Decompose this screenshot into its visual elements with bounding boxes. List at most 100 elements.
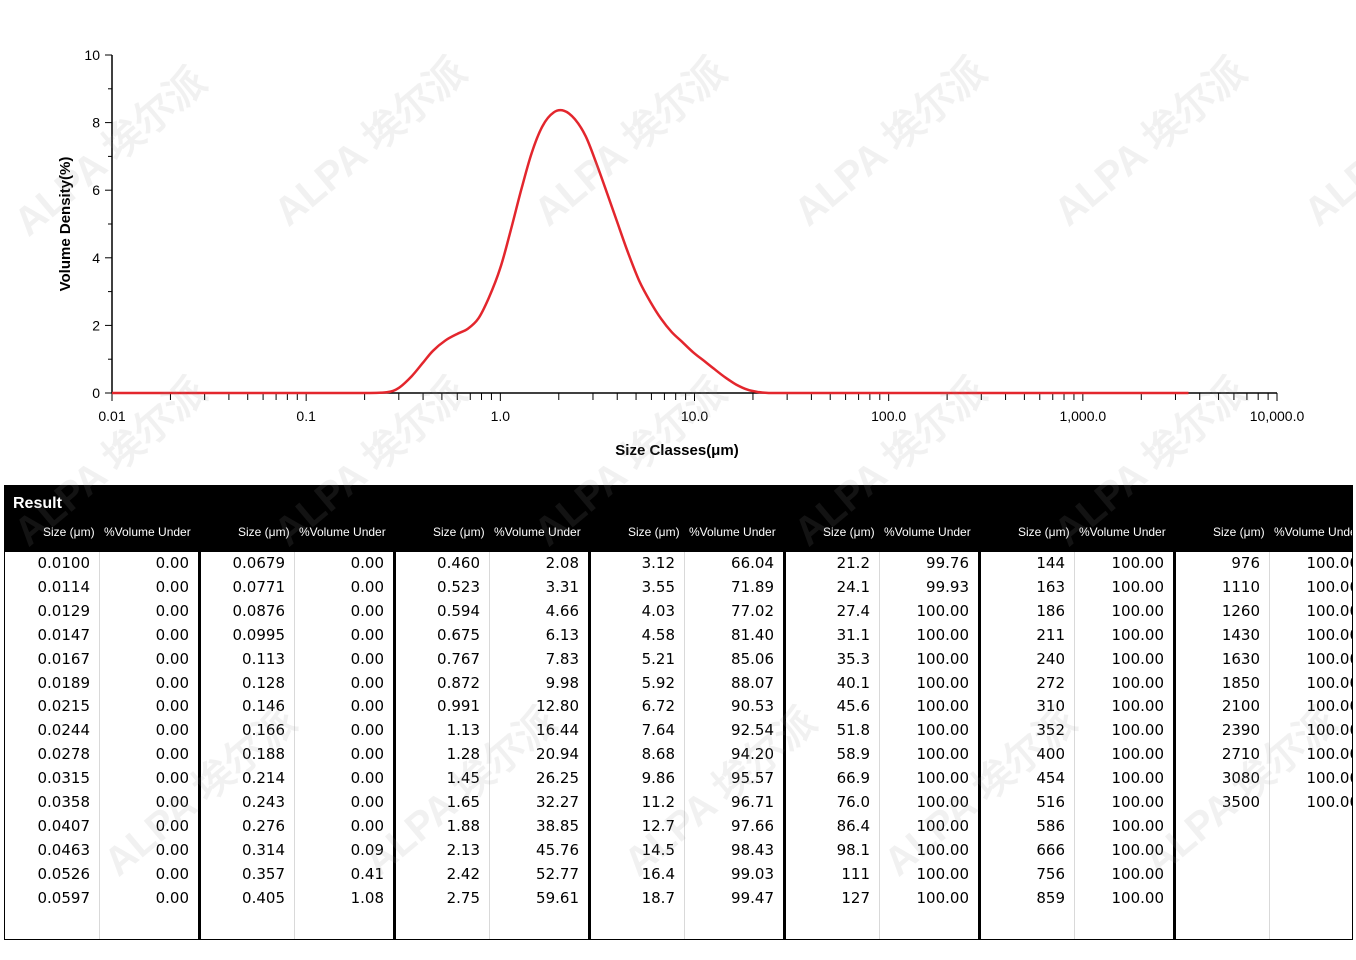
volume-cell: 100.00 bbox=[1111, 793, 1165, 811]
size-cell: 0.0463 bbox=[37, 840, 91, 859]
size-cell: 163 bbox=[1036, 577, 1065, 596]
volume-cell: 100.00 bbox=[916, 888, 970, 907]
size-cell: 0.113 bbox=[242, 649, 285, 668]
volume-cell: 77.02 bbox=[731, 601, 774, 620]
volume-column-header: %Volume Under bbox=[884, 525, 971, 539]
size-cell: 35.3 bbox=[836, 649, 870, 668]
size-cell: 0.276 bbox=[242, 816, 285, 835]
x-tick-label: 1,000.0 bbox=[1059, 408, 1106, 424]
volume-column-header: %Volume Under bbox=[689, 525, 776, 539]
volume-cell: 100.00 bbox=[1111, 769, 1165, 788]
volume-cell: 0.00 bbox=[350, 673, 384, 692]
size-cell: 976 bbox=[1231, 554, 1260, 572]
volume-cell: 71.89 bbox=[731, 577, 774, 596]
volume-cell: 100.00 bbox=[1306, 793, 1353, 811]
size-cell: 0.767 bbox=[437, 649, 480, 668]
size-cell: 1260 bbox=[1221, 601, 1260, 620]
size-cell: 27.4 bbox=[836, 601, 870, 620]
size-cell: 0.128 bbox=[242, 673, 285, 692]
column-group-separator bbox=[198, 552, 201, 939]
chart-axes bbox=[111, 55, 1277, 394]
column-group-separator bbox=[393, 552, 396, 939]
size-cell: 1.88 bbox=[446, 816, 480, 835]
volume-cell: 100.00 bbox=[916, 816, 970, 835]
size-cell: 66.9 bbox=[836, 769, 870, 788]
size-cell: 756 bbox=[1036, 864, 1065, 883]
result-header: Result Size (μm) %Volume Under Size (μm) %V… bbox=[5, 486, 1352, 552]
size-cell: 0.0315 bbox=[37, 769, 91, 788]
volume-cell: 0.00 bbox=[155, 673, 189, 692]
size-cell: 0.0407 bbox=[37, 816, 91, 835]
size-column-header: Size (μm) bbox=[238, 525, 290, 539]
size-cell: 400 bbox=[1036, 745, 1065, 764]
volume-cell: 0.00 bbox=[155, 721, 189, 740]
size-cell: 7.64 bbox=[641, 721, 675, 740]
size-cell: 4.03 bbox=[641, 601, 675, 620]
volume-cell: 100.00 bbox=[1306, 673, 1353, 692]
size-cell: 0.594 bbox=[437, 601, 480, 620]
size-cell: 127 bbox=[841, 888, 870, 907]
volume-cell: 0.00 bbox=[155, 816, 189, 835]
volume-cell: 0.00 bbox=[350, 697, 384, 716]
volume-column-header: %Volume Under bbox=[1079, 525, 1166, 539]
volume-cell: 99.47 bbox=[731, 888, 774, 907]
volume-cell: 32.27 bbox=[536, 793, 579, 811]
volume-cell: 95.57 bbox=[731, 769, 774, 788]
volume-cell: 0.00 bbox=[350, 793, 384, 811]
volume-cell: 94.20 bbox=[731, 745, 774, 764]
result-table: Result Size (μm) %Volume Under Size (μm) %V… bbox=[4, 485, 1353, 940]
volume-cell: 3.31 bbox=[545, 577, 579, 596]
size-cell: 11.2 bbox=[641, 793, 675, 811]
size-cell: 454 bbox=[1036, 769, 1065, 788]
volume-cell: 100.00 bbox=[1111, 721, 1165, 740]
size-column-header: Size (μm) bbox=[1018, 525, 1070, 539]
volume-cell: 99.93 bbox=[926, 577, 969, 596]
size-cell: 3.55 bbox=[641, 577, 675, 596]
volume-cell: 59.61 bbox=[536, 888, 579, 907]
size-cell: 272 bbox=[1036, 673, 1065, 692]
column-inner-separator bbox=[1269, 552, 1270, 939]
size-cell: 3500 bbox=[1221, 793, 1260, 811]
volume-cell: 38.85 bbox=[536, 816, 579, 835]
size-cell: 0.0358 bbox=[37, 793, 91, 811]
volume-cell: 100.00 bbox=[916, 840, 970, 859]
size-cell: 0.0771 bbox=[232, 577, 286, 596]
volume-cell: 0.00 bbox=[350, 625, 384, 644]
size-cell: 0.0876 bbox=[232, 601, 286, 620]
size-cell: 0.0679 bbox=[232, 554, 286, 572]
y-tick-label: 10 bbox=[84, 47, 100, 63]
volume-cell: 100.00 bbox=[1111, 697, 1165, 716]
size-cell: 1.65 bbox=[446, 793, 480, 811]
column-inner-separator bbox=[294, 552, 295, 939]
volume-cell: 100.00 bbox=[1111, 554, 1165, 572]
volume-cell: 100.00 bbox=[916, 745, 970, 764]
volume-cell: 0.00 bbox=[350, 554, 384, 572]
size-cell: 0.166 bbox=[242, 721, 285, 740]
result-body: 0.0100 0.00 0.0114 0.00 0.0129 0.00 0.0147 0.00… bbox=[5, 552, 1352, 939]
size-cell: 0.314 bbox=[242, 840, 285, 859]
size-cell: 2.13 bbox=[446, 840, 480, 859]
size-cell: 6.72 bbox=[641, 697, 675, 716]
volume-cell: 66.04 bbox=[731, 554, 774, 572]
size-cell: 5.21 bbox=[641, 649, 675, 668]
size-cell: 0.675 bbox=[437, 625, 480, 644]
size-cell: 1430 bbox=[1221, 625, 1260, 644]
volume-cell: 100.00 bbox=[1306, 625, 1353, 644]
volume-cell: 20.94 bbox=[536, 745, 579, 764]
x-tick-label: 100.0 bbox=[871, 408, 906, 424]
size-cell: 1630 bbox=[1221, 649, 1260, 668]
volume-cell: 6.13 bbox=[545, 625, 579, 644]
size-cell: 2.42 bbox=[446, 864, 480, 883]
column-inner-separator bbox=[99, 552, 100, 939]
column-inner-separator bbox=[1074, 552, 1075, 939]
size-cell: 211 bbox=[1036, 625, 1065, 644]
size-cell: 3.12 bbox=[641, 554, 675, 572]
size-cell: 8.68 bbox=[641, 745, 675, 764]
volume-cell: 92.54 bbox=[731, 721, 774, 740]
size-cell: 0.0995 bbox=[232, 625, 286, 644]
size-cell: 1110 bbox=[1221, 577, 1260, 596]
size-cell: 859 bbox=[1036, 888, 1065, 907]
y-axis-ticks: 0 2 4 6 8 10 bbox=[84, 47, 112, 401]
volume-cell: 99.03 bbox=[731, 864, 774, 883]
size-cell: 4.58 bbox=[641, 625, 675, 644]
